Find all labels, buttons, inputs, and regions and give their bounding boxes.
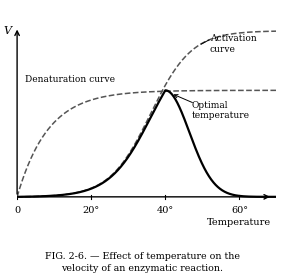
Text: Activation
curve: Activation curve: [210, 34, 256, 54]
Text: 60°: 60°: [231, 206, 248, 215]
Text: 20°: 20°: [83, 206, 100, 215]
Text: 0: 0: [14, 206, 20, 215]
Text: Optimal
temperature: Optimal temperature: [191, 101, 249, 120]
Text: 40°: 40°: [157, 206, 174, 215]
Text: FIG. 2-6. — Effect of temperature on the
velocity of an enzymatic reaction.: FIG. 2-6. — Effect of temperature on the…: [45, 252, 240, 273]
Text: Denaturation curve: Denaturation curve: [25, 75, 115, 84]
Text: Temperature: Temperature: [207, 217, 271, 227]
Text: V: V: [4, 26, 12, 36]
